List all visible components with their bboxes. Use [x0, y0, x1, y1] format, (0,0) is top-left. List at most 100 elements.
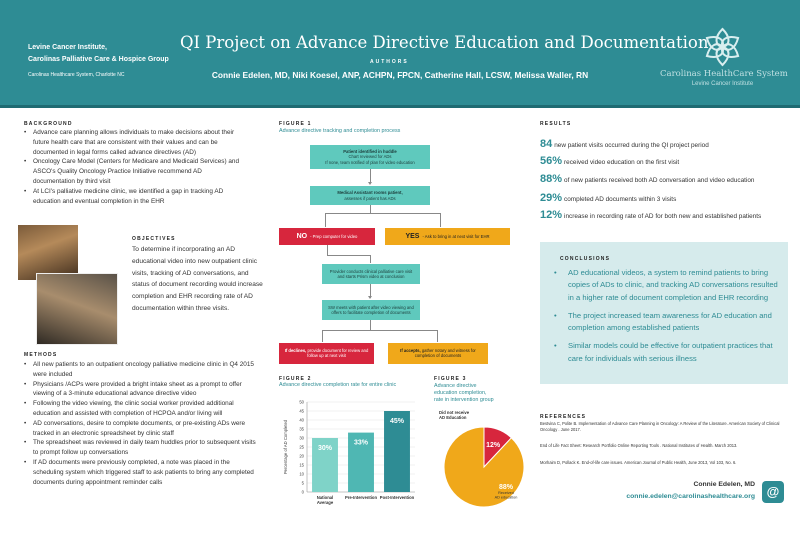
- flow-connector: [370, 284, 371, 298]
- pie-slice: [443, 426, 525, 508]
- flow-box-huddle: Patient identified in huddle Chart revie…: [310, 145, 430, 169]
- conclusions-box: CONCLUSIONS AD educational videos, a sys…: [540, 242, 788, 384]
- flow-no-text: - Prep computer for video: [310, 233, 358, 239]
- background-heading: BACKGROUND: [24, 121, 73, 127]
- result-line: 84 new patient visits occurred during the…: [540, 138, 709, 150]
- figure2-caption: Advance directive completion rate for en…: [279, 382, 397, 388]
- result-text: new patient visits occurred during the Q…: [554, 142, 709, 149]
- flow-connector: [437, 330, 438, 342]
- email-icon: @: [762, 481, 784, 503]
- clinic-photos: [18, 225, 123, 345]
- logo-text-system: Carolinas HealthCare System: [660, 69, 788, 79]
- flow-connector: [322, 330, 323, 342]
- bar-value-label: 30%: [318, 445, 333, 452]
- bar: [312, 438, 338, 492]
- figure3-caption-2: education completion,: [434, 390, 487, 396]
- pie-slice-label: AD education: [495, 496, 518, 500]
- methods-item: All new patients to an outpatient oncolo…: [24, 360, 259, 380]
- y-tick-label: 20: [299, 454, 304, 459]
- conclusion-item: Similar models could be effective for ou…: [554, 340, 782, 365]
- result-value: 56%: [540, 155, 563, 167]
- flow-declines-text: provide document for review and follow u…: [307, 348, 369, 359]
- flow-accepts-label: If accepts,: [400, 348, 421, 353]
- reference-item: Morhaim D, Pollack K. End-of-life care i…: [540, 460, 737, 465]
- background-item: Oncology Care Model (Centers for Medicar…: [24, 157, 239, 186]
- pie-value-label: 88%: [499, 484, 514, 491]
- flow-box-yes: YES - Ask to bring in at next visit for …: [385, 228, 510, 245]
- background-item: Advance care planning allows individuals…: [24, 128, 239, 157]
- bar: [384, 411, 410, 492]
- background-item: At LCI's palliative medicine clinic, we …: [24, 187, 239, 207]
- authors-label: AUTHORS: [370, 59, 409, 65]
- flow-connector: [325, 213, 326, 227]
- y-tick-label: 0: [302, 490, 305, 495]
- y-tick-label: 40: [299, 418, 304, 423]
- result-text: completed AD documents within 3 visits: [564, 196, 677, 203]
- y-tick-label: 35: [299, 427, 304, 432]
- result-value: 12%: [540, 209, 563, 221]
- flow-connector: [370, 205, 371, 213]
- flow-no-label: NO: [296, 232, 308, 240]
- bar-value-label: 45%: [390, 418, 405, 425]
- result-line: 56% received video education on the first…: [540, 155, 679, 167]
- contact-email-link[interactable]: connie.edelen@carolinashealthcare.org: [626, 493, 755, 500]
- result-text: received video education on the first vi…: [564, 159, 680, 166]
- y-tick-label: 30: [299, 436, 304, 441]
- figure3-label: FIGURE 3: [434, 376, 467, 382]
- x-tick-label: Average: [317, 500, 334, 505]
- flow-yes-text: - Ask to bring in at next visit for EHR: [422, 233, 490, 239]
- logo-text-institute: Levine Cancer Institute: [691, 81, 754, 87]
- flow-box-huddle-title: Patient identified in huddle: [343, 149, 397, 155]
- y-tick-label: 45: [299, 409, 304, 414]
- flow-declines-label: If declines,: [284, 348, 307, 353]
- flow-arrow-icon: [367, 296, 372, 299]
- bar: [348, 432, 374, 492]
- figure1-caption: Advance directive tracking and completio…: [279, 128, 401, 134]
- conclusions-list: AD educational videos, a system to remin…: [554, 267, 782, 371]
- methods-heading: METHODS: [24, 352, 58, 358]
- flow-arrow-icon: [367, 182, 372, 185]
- poster-title: QI Project on Advance Directive Educatio…: [180, 33, 709, 52]
- result-value: 29%: [540, 192, 563, 204]
- pie-value-label: 12%: [486, 442, 501, 449]
- result-text: increase in recording rate of AD for bot…: [564, 213, 762, 220]
- result-line: 88% of new patients received both AD conv…: [540, 173, 754, 185]
- methods-item: AD conversations, desire to complete doc…: [24, 419, 259, 439]
- conclusion-item: AD educational videos, a system to remin…: [554, 267, 782, 304]
- x-tick-label: Post-Intervention: [380, 495, 415, 500]
- result-line: 29% completed AD documents within 3 visit…: [540, 192, 676, 204]
- header-divider: [0, 105, 800, 108]
- figure2-label: FIGURE 2: [279, 376, 312, 382]
- result-line: 12% increase in recording rate of AD for …: [540, 209, 761, 221]
- flow-connector: [327, 255, 370, 256]
- flow-box-provider-line2: and starts Prism video at conclusion: [337, 274, 405, 279]
- contact-name: Connie Edelen, MD: [693, 481, 755, 488]
- background-list: Advance care planning allows individuals…: [24, 128, 239, 206]
- y-tick-label: 50: [299, 400, 304, 405]
- methods-item: The spreadsheet was reviewed in daily te…: [24, 438, 259, 458]
- organization-logo: Carolinas HealthCare System Levine Cance…: [660, 25, 788, 95]
- figure3-caption-3: rate in intervention group: [434, 397, 494, 403]
- flow-connector: [370, 320, 371, 330]
- figure3-caption-1: Advance directive: [434, 383, 477, 389]
- flow-box-ma-title: Medical Assistant rooms patient,: [337, 190, 403, 196]
- objectives-heading: OBJECTIVES: [132, 236, 176, 242]
- flow-yes-label: YES: [405, 232, 420, 240]
- institution-line-1: Levine Cancer Institute,: [28, 44, 107, 51]
- flow-connector: [322, 330, 437, 331]
- objectives-text: To determine if incorporating an AD educ…: [132, 246, 263, 312]
- institution-line-3: Carolinas Healthcare System, Charlotte N…: [28, 72, 125, 78]
- flow-box-sw-line1: SW meets with patient after video viewin…: [328, 304, 414, 310]
- flow-box-provider-line1: Provider conducts clinical palliative ca…: [329, 268, 413, 274]
- flow-box-declines: If declines, provide document for review…: [279, 343, 374, 364]
- methods-item: Physicians /ACPs were provided a bright …: [24, 380, 259, 400]
- y-axis-title: Percentage of AD Completed: [283, 419, 288, 474]
- pie-legend-label: Did not receive: [439, 410, 470, 415]
- institution-line-2: Carolinas Palliative Care & Hospice Grou…: [28, 56, 169, 63]
- result-text: of new patients received both AD convers…: [564, 177, 755, 184]
- pie-legend-label: AD Education: [439, 415, 467, 420]
- flow-box-huddle-line1: Chart reviewed for ADs: [348, 154, 392, 160]
- flow-box-medical-assistant: Medical Assistant rooms patient, assesse…: [310, 186, 430, 205]
- flow-box-sw-line2: offers to facilitate completion of docum…: [331, 310, 411, 315]
- pie-slice-label: Received: [498, 491, 514, 495]
